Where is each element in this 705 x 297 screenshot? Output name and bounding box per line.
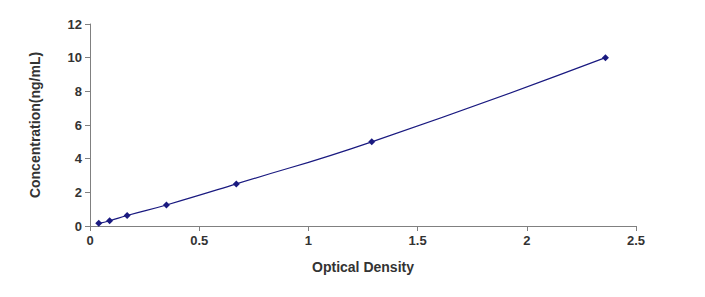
svg-text:1.5: 1.5 (409, 233, 427, 248)
svg-text:2.5: 2.5 (627, 233, 645, 248)
svg-text:Concentration(ng/mL): Concentration(ng/mL) (27, 52, 43, 198)
svg-text:0: 0 (86, 233, 93, 248)
svg-text:2: 2 (523, 233, 530, 248)
svg-text:0.5: 0.5 (190, 233, 208, 248)
svg-text:8: 8 (75, 84, 82, 99)
svg-text:2: 2 (75, 185, 82, 200)
svg-text:12: 12 (68, 17, 82, 32)
svg-text:4: 4 (75, 151, 83, 166)
svg-text:1: 1 (305, 233, 312, 248)
svg-text:0: 0 (75, 219, 82, 234)
svg-text:Optical Density: Optical Density (312, 259, 414, 275)
svg-text:6: 6 (75, 118, 82, 133)
svg-text:10: 10 (68, 50, 82, 65)
